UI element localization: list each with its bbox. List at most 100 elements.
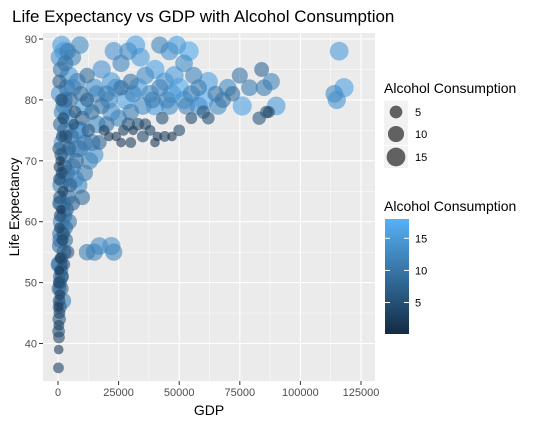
data-point: [105, 243, 123, 261]
data-point: [104, 131, 114, 142]
data-point: [224, 86, 241, 102]
x-tick-label: 75000: [225, 387, 256, 399]
x-tick-label: 25000: [103, 387, 134, 399]
data-point: [231, 67, 248, 84]
data-point: [175, 54, 193, 73]
colorbar: [385, 219, 409, 334]
data-point: [113, 79, 129, 96]
data-point: [155, 111, 169, 125]
y-tick-label: 40: [25, 339, 37, 351]
data-point: [53, 331, 65, 344]
x-axis-ticks: 0 25000 50000 75000 100000 125000: [55, 381, 379, 399]
data-point: [116, 137, 126, 148]
y-axis-ticks: 40 50 60 70 80 90: [25, 34, 43, 351]
data-point: [112, 54, 130, 72]
data-point: [53, 344, 64, 355]
data-point: [173, 124, 186, 137]
size-legend-title: Alcohol Consumption: [384, 80, 516, 96]
data-point: [190, 79, 207, 97]
data-point: [81, 123, 96, 138]
data-point: [91, 135, 107, 150]
size-legend: Alcohol Consumption 5 10 15: [384, 80, 516, 168]
x-tick-label: 125000: [343, 387, 380, 399]
data-point: [144, 91, 161, 109]
data-point: [57, 112, 70, 125]
size-legend-label: 5: [415, 107, 421, 119]
data-point: [241, 79, 258, 97]
data-point: [52, 61, 69, 78]
data-point: [55, 155, 65, 166]
data-point: [55, 93, 68, 107]
color-legend: Alcohol Consumption 5 10 15: [384, 198, 516, 334]
color-legend-title: Alcohol Consumption: [384, 198, 516, 214]
data-point: [76, 164, 93, 182]
data-point: [68, 105, 82, 119]
data-point: [128, 125, 138, 136]
data-point: [79, 92, 95, 107]
data-point: [57, 185, 69, 197]
data-point: [53, 319, 65, 331]
data-point: [52, 74, 67, 89]
data-point: [68, 153, 84, 169]
data-point: [79, 67, 95, 84]
x-tick-label: 100000: [282, 387, 319, 399]
data-point: [201, 111, 215, 125]
data-point: [151, 79, 169, 97]
data-point: [262, 106, 275, 118]
colorbar-label: 5: [415, 298, 421, 310]
data-point: [232, 96, 252, 116]
data-point: [144, 124, 156, 136]
data-point: [255, 79, 273, 97]
size-legend-circle: [386, 147, 406, 167]
data-point: [55, 130, 68, 143]
data-point: [177, 97, 196, 115]
data-point: [136, 66, 155, 85]
size-legend-circle: [389, 105, 403, 119]
colorbar-label: 10: [415, 265, 427, 277]
size-legend-label: 10: [415, 129, 427, 141]
chart-title: Life Expectancy vs GDP with Alcohol Cons…: [12, 7, 394, 26]
data-point: [54, 289, 66, 301]
data-point: [78, 243, 96, 261]
data-point: [65, 195, 80, 211]
size-legend-circle: [387, 125, 405, 143]
x-tick-label: 0: [55, 387, 61, 399]
data-point: [159, 131, 171, 142]
data-point: [325, 84, 344, 103]
size-legend-label: 15: [415, 152, 427, 164]
data-point: [76, 134, 93, 151]
data-point: [167, 131, 177, 142]
colorbar-label: 15: [415, 233, 427, 245]
data-point: [56, 234, 69, 246]
data-point: [56, 204, 66, 215]
data-point: [54, 252, 66, 264]
data-point: [118, 124, 129, 136]
y-tick-label: 80: [25, 95, 37, 107]
data-point: [54, 265, 65, 276]
y-axis-title: Life Expectancy: [6, 158, 22, 257]
data-point: [254, 62, 270, 77]
data-point: [53, 302, 64, 312]
x-tick-label: 50000: [164, 387, 195, 399]
data-point: [151, 36, 169, 54]
y-tick-label: 70: [25, 156, 37, 168]
y-tick-label: 90: [25, 34, 37, 46]
x-axis-title: GDP: [194, 402, 224, 418]
y-tick-label: 50: [25, 278, 37, 290]
data-points: [50, 35, 354, 374]
data-point: [92, 60, 111, 79]
data-point: [125, 137, 137, 148]
data-point: [329, 41, 349, 61]
data-point: [52, 276, 65, 289]
data-point: [68, 118, 80, 130]
data-point: [185, 112, 198, 125]
data-point: [59, 42, 77, 60]
data-point: [124, 85, 142, 103]
data-point: [150, 137, 160, 148]
data-point: [53, 362, 64, 374]
data-point: [54, 222, 65, 234]
y-tick-label: 60: [25, 217, 37, 229]
data-point: [52, 141, 66, 156]
data-point: [122, 103, 140, 121]
